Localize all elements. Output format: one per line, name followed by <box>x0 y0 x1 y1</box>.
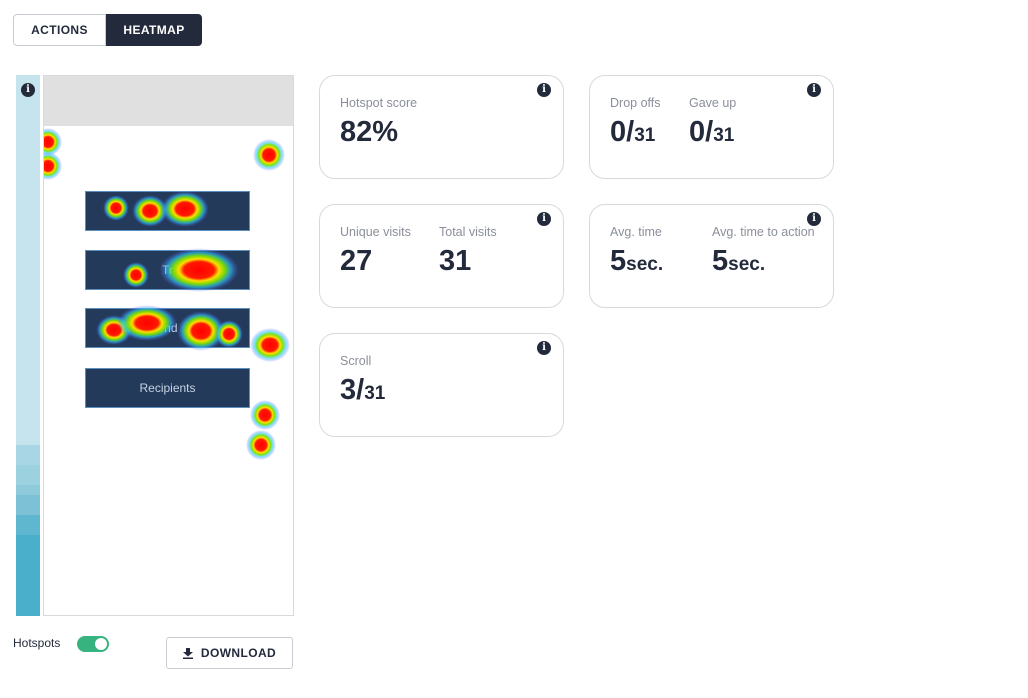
heatmap-hotspot <box>250 400 280 430</box>
avg-time-info-icon[interactable]: i <box>807 212 821 226</box>
scroll-card: i Scroll 3/31 <box>319 333 564 437</box>
total-visits-value: 31 <box>439 245 497 278</box>
hotspots-label: Hotspots <box>13 636 60 650</box>
heatmap-hotspot <box>250 328 290 362</box>
avg-time-value: 5sec. <box>610 245 663 278</box>
drop-offs-value: 0/31 <box>610 116 661 149</box>
scroll-info-icon[interactable]: i <box>21 83 35 97</box>
hotspot-score-card: i Hotspot score 82% <box>319 75 564 179</box>
drop-offs-card: i Drop offs 0/31 Gave up 0/31 <box>589 75 834 179</box>
total-visits-label: Total visits <box>439 225 497 239</box>
unique-visits-label: Unique visits <box>340 225 411 239</box>
avg-time-label: Avg. time <box>610 225 663 239</box>
unique-visits-value: 27 <box>340 245 411 278</box>
scroll-depth-segment <box>16 495 40 515</box>
drop-offs-label: Drop offs <box>610 96 661 110</box>
preview-button-2: Tr <box>85 250 250 290</box>
avg-time-to-action-value: 5sec. <box>712 245 815 278</box>
drop-offs-info-icon[interactable]: i <box>807 83 821 97</box>
hotspot-score-info-icon[interactable]: i <box>537 83 551 97</box>
scroll-depth-segment <box>16 535 40 616</box>
tab-actions[interactable]: ACTIONS <box>13 14 106 46</box>
scroll-value: 3/31 <box>340 374 385 407</box>
avg-time-to-action-label: Avg. time to action <box>712 225 815 239</box>
heatmap-hotspot <box>253 139 285 171</box>
visits-info-icon[interactable]: i <box>537 212 551 226</box>
scroll-depth-segment <box>16 485 40 495</box>
screen-preview: Tr end Recipients <box>43 75 294 616</box>
scroll-depth-bar <box>16 75 40 616</box>
preview-header <box>44 76 293 126</box>
hotspots-toggle[interactable] <box>77 636 109 652</box>
heatmap-hotspot <box>44 152 62 180</box>
preview-button-3: end <box>85 308 250 348</box>
scroll-depth-segment <box>16 465 40 485</box>
heatmap-hotspot <box>44 128 62 156</box>
scroll-depth-segment <box>16 515 40 535</box>
tab-heatmap[interactable]: HEATMAP <box>106 14 202 46</box>
view-tabs: ACTIONS HEATMAP <box>13 14 202 46</box>
download-button[interactable]: DOWNLOAD <box>166 637 293 669</box>
download-icon <box>183 648 193 659</box>
visits-card: i Unique visits 27 Total visits 31 <box>319 204 564 308</box>
hotspot-score-label: Hotspot score <box>340 96 417 110</box>
hotspot-score-value: 82% <box>340 116 417 149</box>
gave-up-label: Gave up <box>689 96 736 110</box>
scroll-card-info-icon[interactable]: i <box>537 341 551 355</box>
preview-button-recipients: Recipients <box>85 368 250 408</box>
toggle-knob <box>95 638 107 650</box>
download-label: DOWNLOAD <box>201 646 276 660</box>
gave-up-value: 0/31 <box>689 116 736 149</box>
scroll-depth-segment <box>16 445 40 465</box>
heatmap-hotspot <box>246 430 276 460</box>
avg-time-card: i Avg. time 5sec. Avg. time to action 5s… <box>589 204 834 308</box>
scroll-label: Scroll <box>340 354 385 368</box>
preview-button-1 <box>85 191 250 231</box>
